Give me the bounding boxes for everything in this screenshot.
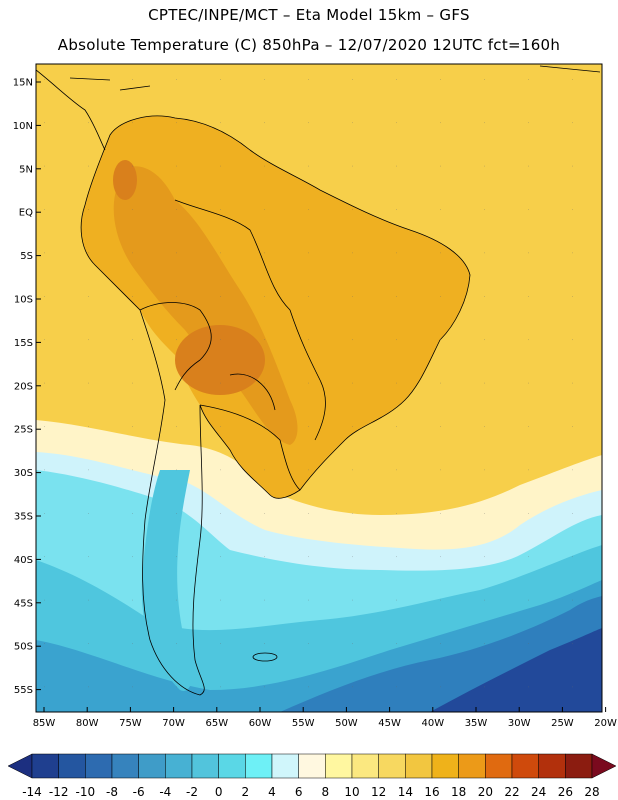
colorbar-label: 24	[531, 785, 546, 799]
map-title-line1: CPTEC/INPE/MCT – Eta Model 15km – GFS	[148, 6, 470, 24]
colorbar-label: 20	[478, 785, 493, 799]
colorbar-swatch	[325, 753, 353, 779]
colorbar-label: 12	[371, 785, 386, 799]
colorbar-swatch	[138, 753, 166, 779]
colorbar-label: 26	[558, 785, 573, 799]
lon-tick-label: 35W	[465, 718, 488, 729]
colorbar-label: -14	[22, 785, 42, 799]
lon-tick-label: 45W	[378, 718, 401, 729]
lon-tick-label: 80W	[76, 718, 99, 729]
colorbar-swatch	[538, 753, 566, 779]
colorbar-swatch	[58, 753, 86, 779]
colorbar-swatch	[458, 753, 486, 779]
lat-tick-label: 5N	[19, 164, 33, 175]
lat-tick-label: 10S	[14, 295, 33, 306]
colorbar-swatch	[431, 753, 459, 779]
lon-tick-label: 65W	[205, 718, 228, 729]
colorbar-label: -8	[106, 785, 118, 799]
lat-tick-label: 5S	[20, 251, 33, 262]
colorbar-swatch	[218, 753, 246, 779]
lon-tick-label: 30W	[508, 718, 531, 729]
longitude-axis: 85W 80W 75W 70W 65W 60W 55W 50W 45W 40W 35W 30W 25W 2…	[33, 707, 617, 729]
lat-tick-label: 30S	[14, 468, 33, 479]
colorbar-label: 2	[242, 785, 250, 799]
colorbar-label: 4	[268, 785, 276, 799]
colorbar-swatch	[485, 753, 513, 779]
colorbar-label: 10	[344, 785, 359, 799]
colorbar-swatch	[565, 753, 593, 779]
lon-tick-label: 55W	[292, 718, 315, 729]
colorbar-label: 16	[424, 785, 439, 799]
colorbar-label: 22	[504, 785, 519, 799]
colorbar-label: -10	[76, 785, 96, 799]
colorbar-label: 6	[295, 785, 303, 799]
lon-tick-label: 75W	[119, 718, 142, 729]
lon-tick-label: 40W	[421, 718, 444, 729]
lat-tick-label: 55S	[14, 685, 33, 696]
colorbar-swatch	[31, 753, 59, 779]
colorbar-swatch	[405, 753, 433, 779]
lon-tick-label: 70W	[162, 718, 185, 729]
colorbar-label: 14	[398, 785, 413, 799]
lon-tick-label: 85W	[33, 718, 56, 729]
colorbar-swatch	[85, 753, 113, 779]
colorbar-swatch	[191, 753, 219, 779]
lat-tick-label: 35S	[14, 512, 33, 523]
lon-tick-label: 50W	[335, 718, 358, 729]
colorbar-label: 18	[451, 785, 466, 799]
lat-tick-label: 25S	[14, 425, 33, 436]
latitude-axis: 15N 10N 5N EQ 5S 10S 15S 20S 25S 30S 35S 40S 45S 50S 5…	[13, 78, 41, 696]
lat-tick-label: 40S	[14, 555, 33, 566]
colorbar-label: -6	[133, 785, 145, 799]
lon-tick-label: 25W	[551, 718, 574, 729]
colorbar-high-arrow	[591, 753, 617, 779]
lat-tick-label: 15N	[13, 78, 33, 89]
lat-tick-label: 50S	[14, 642, 33, 653]
lat-tick-label: 10N	[13, 121, 33, 132]
colorbar-swatch	[378, 753, 406, 779]
colorbar-label: 28	[584, 785, 599, 799]
map-title-line2: Absolute Temperature (C) 850hPa – 12/07/…	[57, 36, 561, 54]
colorbar-label: 8	[322, 785, 330, 799]
colorbar-label: -2	[186, 785, 198, 799]
colorbar-label: 0	[215, 785, 223, 799]
lat-tick-label: 15S	[14, 338, 33, 349]
colorbar-label: -4	[159, 785, 171, 799]
colorbar-swatch	[351, 753, 379, 779]
lon-tick-label: 20W	[594, 718, 617, 729]
colorbar-swatch	[165, 753, 193, 779]
lat-tick-label: 45S	[14, 598, 33, 609]
colorbar-swatch	[245, 753, 273, 779]
colorbar-swatch	[111, 753, 139, 779]
colorbar-low-arrow	[7, 753, 33, 779]
temperature-colorbar: -14 -12 -10 -8 -6 -4 -2 0 2 4 6 8 10 12 14 16 18 20 22 24 26…	[7, 753, 617, 799]
colorbar-swatch	[298, 753, 326, 779]
lon-tick-label: 60W	[249, 718, 272, 729]
colorbar-swatch	[511, 753, 539, 779]
lat-tick-label: EQ	[19, 208, 33, 219]
colorbar-label: -12	[49, 785, 69, 799]
colorbar-swatch	[271, 753, 299, 779]
lat-tick-label: 20S	[14, 381, 33, 392]
temperature-field	[36, 64, 602, 712]
